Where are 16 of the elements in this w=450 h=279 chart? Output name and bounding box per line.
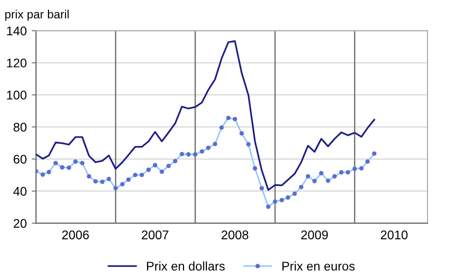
x-tick-label: 2010 xyxy=(380,230,408,240)
line-series xyxy=(36,40,376,191)
y-tick-label: 40 xyxy=(13,186,26,196)
legend-label: Prix en euros xyxy=(282,261,355,271)
x-tick-label: 2007 xyxy=(142,230,168,240)
y-tick-label: 140 xyxy=(7,26,26,36)
y-tick-label: 100 xyxy=(7,90,26,100)
y-tick-label: 20 xyxy=(14,219,26,228)
legend-label: Prix en dollars xyxy=(146,261,225,271)
x-tick-label: 2009 xyxy=(301,230,328,240)
y-axis-title: prix par baril xyxy=(5,10,69,21)
x-tick-label: 2006 xyxy=(62,230,89,240)
x-tick-label: 2008 xyxy=(222,230,248,240)
y-tick-label: 120 xyxy=(7,58,26,68)
y-tick-label: 80 xyxy=(14,122,26,132)
y-tick-label: 60 xyxy=(14,154,26,164)
